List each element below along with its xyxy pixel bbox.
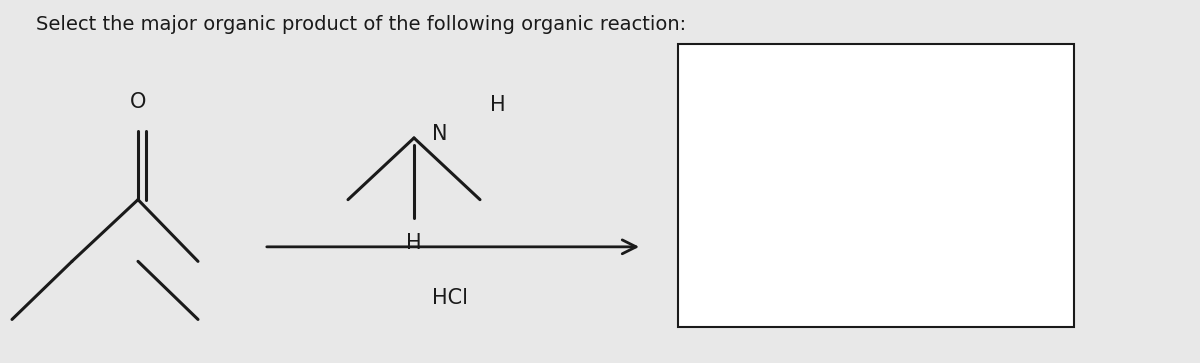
Text: HCl: HCl xyxy=(432,287,468,308)
Text: Select the major organic product of the following organic reaction:: Select the major organic product of the … xyxy=(36,15,686,33)
Text: N: N xyxy=(432,124,448,144)
Text: H: H xyxy=(490,95,506,115)
Text: H: H xyxy=(406,233,422,253)
Text: O: O xyxy=(130,91,146,112)
Bar xyxy=(678,44,1074,327)
